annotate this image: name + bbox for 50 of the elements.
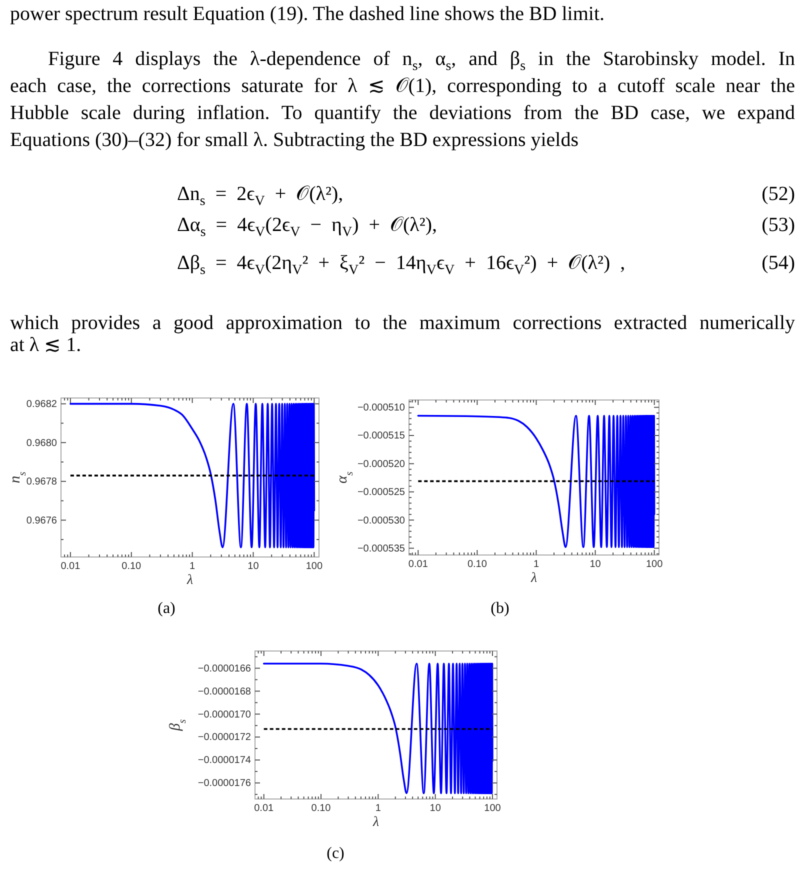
x-tick-label: 1 — [375, 803, 382, 814]
y-tick-label: 0.9676 — [26, 515, 58, 526]
x-tick-label: 0.10 — [122, 561, 142, 572]
x-tick-label: 0.10 — [467, 559, 488, 570]
x-axis-title: λ — [530, 571, 538, 586]
x-tick-label: 10 — [430, 803, 442, 814]
x-tick-label: 100 — [484, 803, 502, 814]
caption: Figure 4 displays the λ-dependence of n$_{s}$, α$_{s}$, and β$_{s}$ in the Starobinsky model. In — [48, 48, 796, 74]
text: at λ ≲ 1. — [10, 334, 82, 356]
y-tick-label: −0.0000166 — [198, 663, 252, 674]
x-tick-label: 10 — [248, 561, 260, 572]
x-axis-title: λ — [372, 815, 380, 830]
x-tick-label: 1 — [533, 559, 540, 570]
x-tick-label: 0.01 — [254, 803, 274, 814]
y-tick-label: −0.0000174 — [198, 755, 252, 766]
x-tick-label: 0.10 — [311, 803, 332, 814]
x-tick-label: 0.01 — [60, 561, 81, 572]
text: Hubble scale during inflation. To quantify the deviations from the BD case, we expand — [10, 102, 795, 124]
y-tick-label: 0.9682 — [26, 399, 58, 410]
y-tick-label: −0.0000168 — [198, 686, 252, 698]
x-tick-label: 1 — [190, 561, 196, 572]
text: Δn$_{s}$ = 2ϵ$_{V}$ + 𝒪(λ²), — [177, 183, 344, 209]
text: each case, the corrections saturate for λ ≲ 𝒪(1), corresponding to a cutoff scale near the — [10, 75, 795, 97]
x-tick-label: 100 — [306, 561, 323, 572]
text: which provides a good approximation to the maximum corrections extracted numerically — [10, 312, 795, 334]
text: (b) — [490, 600, 510, 617]
y-tick-label: −0.0000172 — [198, 732, 252, 744]
text: (53) — [762, 214, 795, 236]
text: (54) — [762, 252, 795, 274]
y-tick-label: −0.000530 — [357, 515, 406, 526]
text: (52) — [762, 183, 795, 205]
text: (a) — [158, 600, 176, 617]
y-tick-label: 0.9678 — [26, 476, 58, 488]
y-tick-label: −0.000535 — [357, 543, 406, 554]
y-tick-label: −0.000525 — [357, 487, 406, 498]
text: Equations (30)–(32) for small λ. Subtracting the BD expressions yields — [10, 129, 578, 151]
y-tick-label: 0.9680 — [26, 438, 58, 449]
x-axis-title: λ — [186, 573, 194, 588]
text: Δβ$_{s}$ = 4ϵ$_{V}$(2η$_{V}$² + ξ$_{V}$² − 14η$_{V}$ϵ$_{V}$ + 16ϵ$_{V}$²) + 𝒪(λ²) , — [177, 252, 626, 278]
y-tick-label: −0.000510 — [357, 402, 406, 414]
y-tick-label: −0.0000170 — [198, 709, 252, 720]
y-tick-label: −0.0000176 — [198, 778, 252, 790]
x-tick-label: 10 — [590, 559, 602, 570]
y-tick-label: −0.000520 — [357, 458, 406, 470]
y-tick-label: −0.000515 — [357, 430, 406, 442]
text: (c) — [326, 845, 344, 862]
text: Δα$_{s}$ = 4ϵ$_{V}$(2ϵ$_{V}$ − η$_{V}$) + 𝒪(λ²), — [177, 214, 438, 240]
x-tick-label: 100 — [646, 559, 664, 570]
x-tick-label: 0.01 — [408, 559, 428, 570]
text: power spectrum result Equation (19). The dashed line shows the BD limit. — [10, 3, 605, 25]
